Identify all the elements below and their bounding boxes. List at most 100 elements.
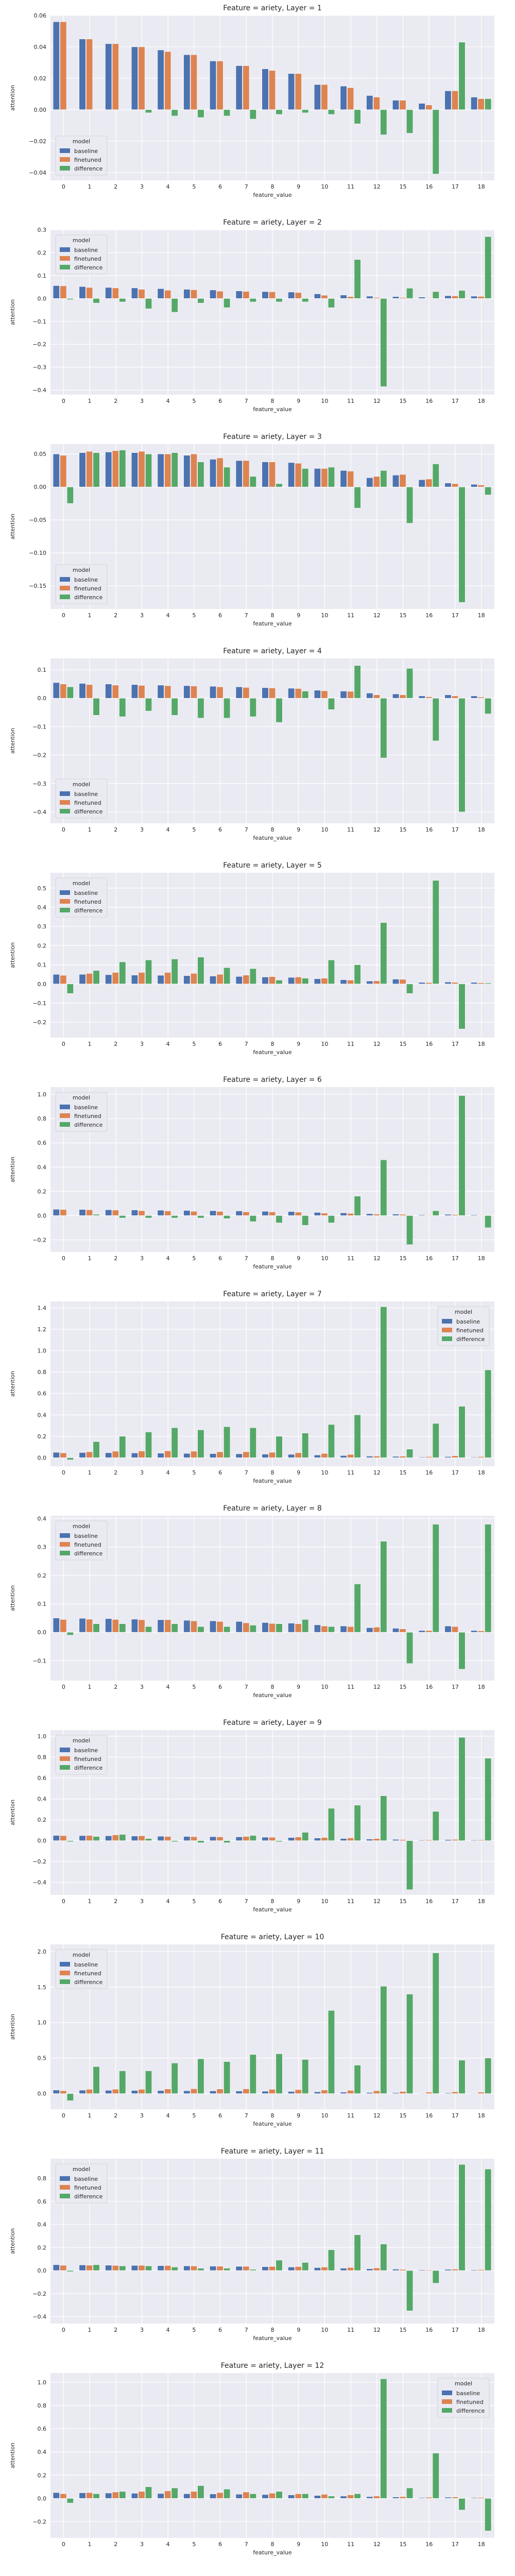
x-tick-label: 16 [425,1684,433,1690]
x-tick-label: 0 [62,2112,65,2119]
bar-finetuned-8 [268,2493,276,2499]
bar-finetuned-6 [216,1451,224,1458]
bar-difference-10 [328,2496,335,2499]
bar-finetuned-4 [164,1211,171,1216]
x-tick-label: 4 [166,1469,170,1476]
legend-label-baseline: baseline [456,2390,480,2397]
x-tick-label: 11 [347,612,354,619]
chart-svg-11: Feature = ariety, Layer = 11 −0.4 −0.2 0.0 0… [9,2147,494,2342]
x-tick-label: 9 [297,1684,300,1690]
bar-baseline-5 [183,289,191,299]
bar-baseline-15 [392,2092,400,2094]
bar-finetuned-12 [373,2267,380,2271]
legend-label-difference: difference [74,165,102,172]
bar-baseline-2 [105,2265,112,2271]
bar-finetuned-11 [347,296,354,299]
legend: model baseline finetuned difference [55,1735,108,1775]
legend-swatch-finetuned [60,1971,70,1975]
bar-baseline-15 [392,1628,400,1633]
legend-label-finetuned: finetuned [74,1756,101,1762]
legend-label-finetuned: finetuned [74,899,101,905]
bar-difference-12 [380,1159,387,1216]
bar-finetuned-4 [164,1836,171,1841]
bar-difference-1 [93,970,100,985]
bar-difference-7 [249,2269,256,2271]
legend-box [55,1092,108,1132]
bar-finetuned-3 [138,2491,145,2499]
bar-baseline-11 [340,1838,347,1841]
bar-difference-5 [197,462,204,487]
bar-baseline-5 [183,1836,191,1841]
x-tick-label: 4 [166,1041,170,1047]
x-tick-label: 12 [373,398,381,404]
y-tick-label: 0.0 [38,2091,47,2097]
y-tick-label: 0.2 [38,1188,47,1195]
bar-baseline-5 [183,685,191,699]
bar-finetuned-16 [425,2092,433,2094]
bar-difference-8 [276,1436,283,1458]
x-tick-label: 5 [192,612,196,619]
bar-difference-1 [93,452,100,487]
x-tick-label: 4 [166,1684,170,1690]
bar-baseline-1 [79,1452,86,1458]
bar-difference-8 [276,298,283,302]
bar-difference-7 [249,298,256,302]
legend-swatch-difference [60,908,70,912]
bar-baseline-17 [444,1214,452,1216]
x-tick-label: 16 [425,612,433,619]
legend-swatch-finetuned [60,157,70,162]
bar-baseline-7 [235,976,243,985]
bar-finetuned-6 [216,686,224,699]
bar-baseline-4 [157,975,164,985]
x-axis-label: feature_value [253,406,291,413]
bar-baseline-17 [444,90,452,110]
x-tick-label: 2 [114,826,117,833]
bar-finetuned-2 [112,43,119,110]
x-tick-label: 9 [297,1898,300,1905]
x-tick-label: 7 [245,2541,248,2548]
bar-finetuned-3 [138,1210,145,1216]
y-tick-label: 0.0 [38,1629,47,1636]
bar-difference-11 [354,2494,361,2499]
bar-difference-5 [197,2268,204,2271]
bar-finetuned-12 [373,476,380,487]
chart-title: Feature = ariety, Layer = 2 [223,218,322,227]
chart-panel-10: Feature = ariety, Layer = 10 0.0 0.5 1.0 1.5… [0,1929,515,2143]
bar-baseline-15 [392,1456,400,1458]
bar-finetuned-5 [190,973,197,985]
bar-difference-1 [93,2264,100,2271]
bar-baseline-3 [131,1210,139,1216]
bar-difference-3 [145,109,152,113]
x-tick-label: 7 [245,1684,248,1690]
bar-baseline-6 [210,1836,217,1841]
bar-baseline-1 [79,1209,86,1216]
bar-finetuned-11 [347,980,354,985]
bar-difference-12 [380,109,387,135]
bar-baseline-7 [235,1837,243,1841]
legend-swatch-difference [60,166,70,171]
bar-baseline-3 [131,684,139,699]
bar-difference-10 [328,467,335,487]
bar-finetuned-6 [216,1837,224,1841]
x-tick-label: 12 [373,183,381,190]
x-tick-label: 18 [478,1684,485,1690]
x-tick-label: 15 [400,1041,407,1047]
bar-finetuned-12 [373,1455,380,1458]
bar-difference-10 [328,1215,335,1223]
legend-title: model [73,880,90,887]
legend-swatch-baseline [442,2391,452,2395]
bar-baseline-2 [105,2493,112,2499]
x-tick-label: 11 [347,2112,354,2119]
bar-baseline-2 [105,452,112,487]
bar-difference-8 [276,1215,283,1223]
bar-baseline-6 [210,686,217,699]
bar-difference-1 [93,1836,100,1841]
x-tick-label: 2 [114,1898,117,1905]
x-tick-label: 16 [425,1041,433,1047]
bar-baseline-15 [392,1839,400,1841]
bar-finetuned-0 [60,2265,67,2271]
x-tick-label: 3 [140,826,144,833]
y-tick-label: 0.0 [38,2267,47,2274]
bar-baseline-16 [418,1630,425,1633]
bar-finetuned-7 [243,1836,250,1841]
